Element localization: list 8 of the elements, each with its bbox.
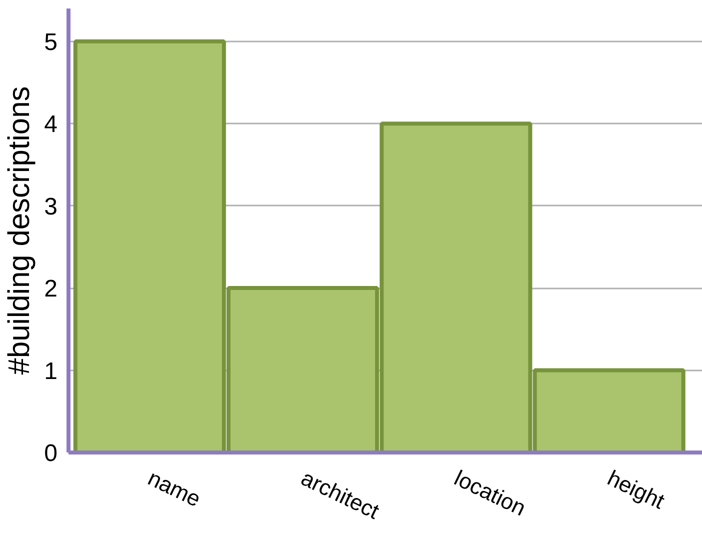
x-tick-label: name	[144, 465, 205, 512]
y-tick-label: 2	[44, 276, 58, 303]
y-tick-label: 4	[44, 111, 58, 138]
y-axis-title: #building descriptions	[3, 86, 36, 375]
y-tick-label: 0	[44, 440, 58, 467]
y-tick-label: 1	[44, 358, 58, 385]
y-tick-label: 5	[44, 28, 58, 56]
y-tick-label: 3	[44, 193, 58, 220]
